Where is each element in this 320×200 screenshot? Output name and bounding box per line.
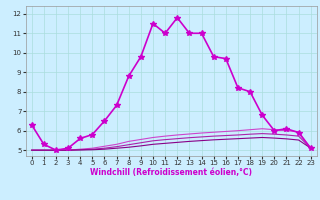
X-axis label: Windchill (Refroidissement éolien,°C): Windchill (Refroidissement éolien,°C): [90, 168, 252, 177]
